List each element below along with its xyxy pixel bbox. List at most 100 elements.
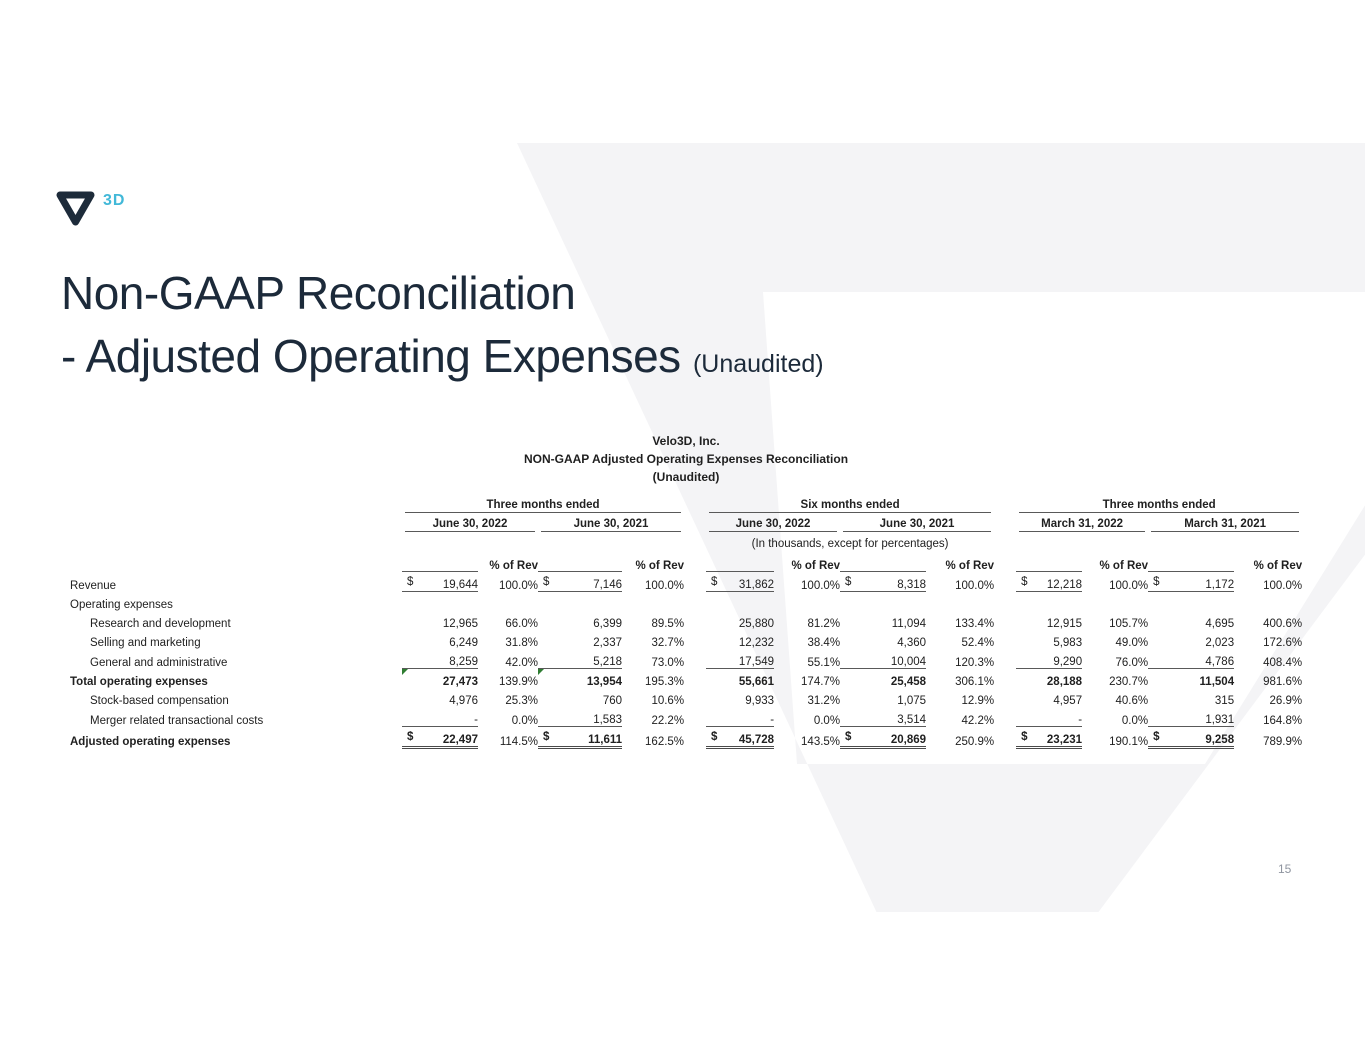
percent-cell: 31.8% [505, 637, 538, 649]
amount-cell: $12,218 [1016, 571, 1083, 592]
table-title: NON-GAAP Adjusted Operating Expenses Rec… [523, 452, 849, 466]
group-gap [684, 611, 706, 630]
dollar-sign: $ [1153, 731, 1160, 743]
percent-cell: 789.9% [1263, 735, 1303, 748]
pct-underline-cell [538, 552, 622, 572]
period-header-label: March 31, 2022 [1019, 518, 1146, 532]
period-header: June 30, 2021 [840, 513, 994, 532]
slide-title: Non-GAAP Reconciliation - Adjusted Opera… [61, 262, 824, 396]
spacer-cell [70, 532, 684, 552]
title-line-2-text: - Adjusted Operating Expenses [61, 330, 681, 382]
percent-cell: 981.6% [1263, 676, 1303, 688]
logo-3d-text: 3D [103, 192, 126, 209]
amount-cell: 8,259 [402, 649, 478, 669]
percent-cell: 120.3% [955, 656, 995, 669]
dollar-sign: $ [1021, 576, 1028, 588]
table-row: Selling and marketing 6,249 31.8% 2,337 32.7… [70, 630, 1302, 649]
percent-cell: 408.4% [1263, 656, 1303, 669]
dollar-sign: $ [543, 576, 550, 588]
percent-cell: 31.2% [807, 695, 841, 707]
percent-cell: 195.3% [645, 676, 685, 688]
period-header-label: June 30, 2022 [709, 518, 838, 532]
group-gap [994, 552, 1016, 572]
period-header-label: June 30, 2021 [541, 518, 682, 532]
table-row: Stock-based compensation 4,976 25.3% 760 10.… [70, 688, 1302, 707]
amount-cell: 25,458 [890, 676, 927, 688]
period-header: March 31, 2021 [1148, 513, 1302, 532]
page-number: 15 [1278, 862, 1292, 876]
group-gap [994, 611, 1016, 630]
percent-cell: 0.0% [813, 714, 841, 727]
dollar-sign: $ [1153, 576, 1160, 588]
percent-cell: 40.6% [1115, 695, 1149, 707]
amount-cell: 4,695 [1205, 618, 1235, 630]
group-gap [684, 669, 706, 689]
table-row: Operating expenses [70, 592, 1302, 611]
reconciliation-table-wrap: Velo3D, Inc. NON-GAAP Adjusted Operating… [70, 432, 1302, 749]
table-row: Revenue $19,644 100.0% $7,146 100.0% $31,862 1… [70, 571, 1303, 592]
percent-cell: 81.2% [807, 618, 841, 630]
pct-of-rev-header: % of Rev [791, 559, 841, 572]
spacer-cell [1016, 532, 1302, 552]
amount-cell: 6,249 [449, 637, 478, 649]
table-row: Merger related transactional costs -0.0% 1… [70, 707, 1302, 727]
percent-cell: 22.2% [651, 714, 685, 727]
period-header-label: March 31, 2021 [1151, 518, 1300, 532]
group-header: Six months ended [706, 494, 994, 513]
percent-cell: 26.9% [1269, 695, 1303, 707]
dollar-sign: $ [845, 731, 852, 743]
percent-cell: 114.5% [499, 735, 538, 748]
percent-cell: 32.7% [651, 637, 685, 649]
green-corner-flag [402, 669, 408, 675]
dollar-sign: $ [845, 576, 852, 588]
percent-cell: 139.9% [498, 676, 538, 688]
table-row: Adjusted operating expenses $22,497 114.5%… [70, 726, 1303, 749]
percent-cell: 190.1% [1109, 735, 1149, 748]
spacer-cell [70, 494, 402, 513]
percent-cell: 100.0% [645, 579, 685, 592]
amount-cell: 4,786 [1148, 649, 1235, 669]
group-gap [684, 494, 706, 513]
period-header: June 30, 2022 [402, 513, 538, 532]
group-header: Three months ended [402, 494, 684, 513]
percent-cell: 143.5% [801, 735, 841, 748]
percent-cell: 400.6% [1263, 618, 1303, 630]
group-gap [994, 494, 1016, 513]
pct-underline-cell [1148, 552, 1235, 572]
row-label: Adjusted operating expenses [70, 735, 231, 748]
amount-cell: 315 [1214, 695, 1235, 707]
velo3d-triangle-icon [56, 191, 95, 226]
amount-cell: $11,611 [538, 726, 622, 749]
percent-cell: 306.1% [955, 676, 995, 688]
percent-cell: 100.0% [498, 579, 538, 592]
amount-cell: 1,931 [1148, 707, 1235, 727]
amount-cell: 28,188 [1046, 676, 1083, 688]
percent-cell: 174.7% [801, 676, 841, 688]
amount-cell: 12,915 [1046, 618, 1083, 630]
amount-cell: 17,549 [706, 649, 775, 669]
percent-cell: 0.0% [1121, 714, 1149, 727]
title-line-1: Non-GAAP Reconciliation [61, 267, 576, 319]
group-gap [684, 572, 706, 592]
row-label: Merger related transactional costs [90, 714, 264, 727]
reconciliation-table: Three months ended Six months ended Three … [70, 494, 1302, 749]
row-label: Revenue [70, 579, 117, 592]
percent-cell: 100.0% [1263, 579, 1303, 592]
percent-cell: 230.7% [1109, 676, 1149, 688]
pct-of-rev-header: % of Rev [1099, 559, 1149, 572]
percent-cell: 89.5% [651, 618, 685, 630]
dollar-sign: $ [543, 731, 550, 743]
percent-cell: 164.8% [1263, 714, 1303, 727]
percent-cell: 250.9% [955, 735, 995, 748]
percent-cell: 172.6% [1263, 637, 1303, 649]
dollar-sign: $ [1021, 731, 1028, 743]
group-gap [684, 630, 706, 649]
dollar-sign: $ [711, 576, 718, 588]
group-header-label: Three months ended [405, 499, 682, 513]
period-header: June 30, 2021 [538, 513, 684, 532]
amount-cell: $22,497 [402, 726, 478, 749]
pct-of-rev-header: % of Rev [635, 559, 685, 572]
percent-cell: 55.1% [807, 656, 841, 669]
amount-cell: 5,983 [1053, 637, 1083, 649]
group-gap [994, 688, 1016, 707]
